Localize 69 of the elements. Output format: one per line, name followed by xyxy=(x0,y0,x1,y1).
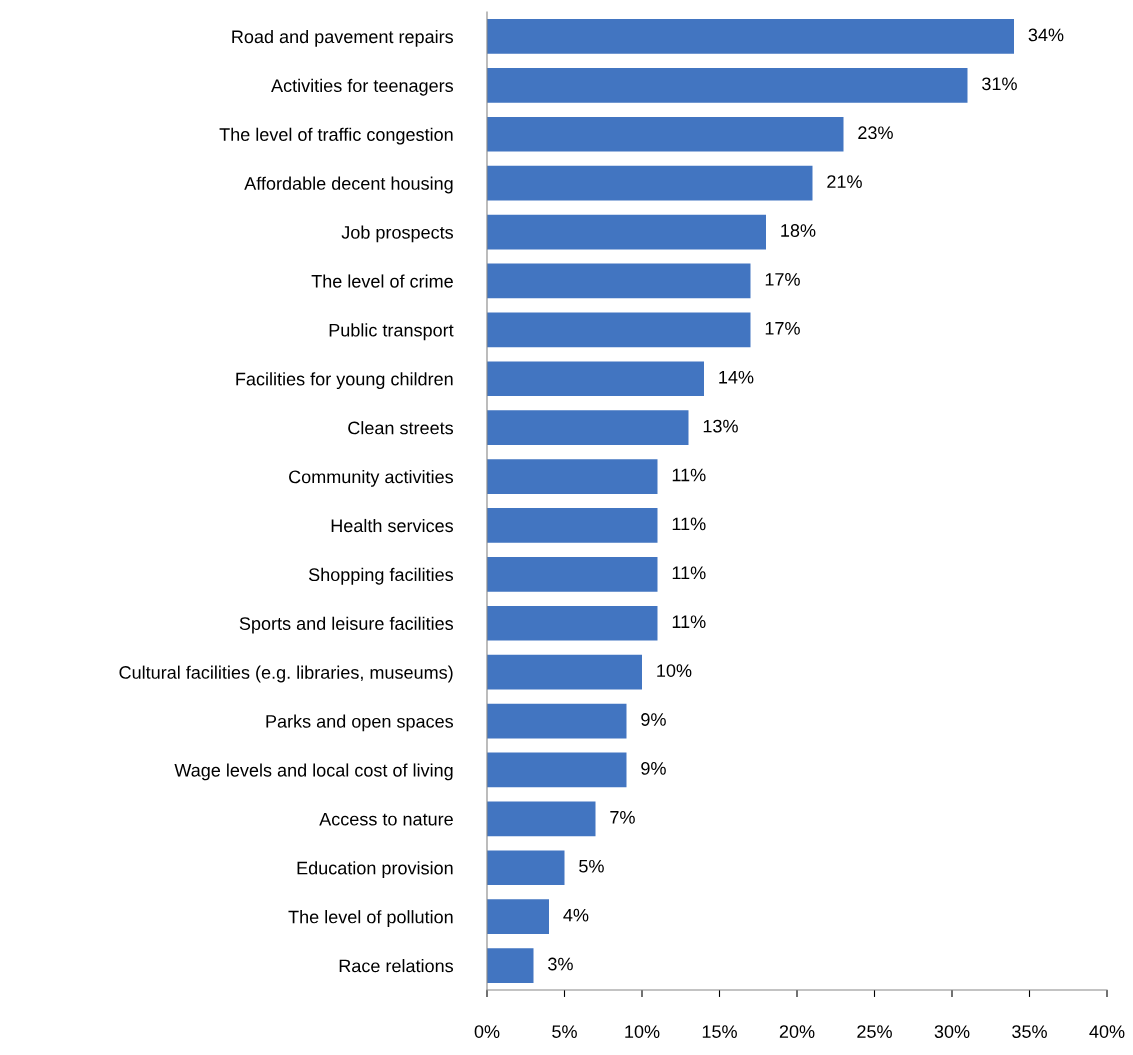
x-tick-label: 5% xyxy=(552,1025,577,1038)
y-tick-label: Clean streets xyxy=(348,421,454,435)
x-tick-label: 15% xyxy=(702,1025,737,1038)
bar xyxy=(487,948,534,983)
y-tick-label: Public transport xyxy=(329,323,454,341)
bar xyxy=(487,654,642,690)
bar xyxy=(487,263,751,299)
y-tick-label: The level of crime xyxy=(311,274,453,288)
bar xyxy=(487,19,1014,54)
bar xyxy=(487,214,766,250)
data-label: 18% xyxy=(781,224,816,237)
y-tick-label: Community activities xyxy=(289,470,454,487)
y-tick-label: Cultural facilities (e.g. libraries, museums) xyxy=(119,665,453,683)
x-tick-label: 30% xyxy=(934,1025,970,1038)
data-label: 34% xyxy=(1028,28,1064,42)
data-label: 21% xyxy=(827,175,862,188)
bar xyxy=(487,899,549,935)
x-tick-label: 40% xyxy=(1089,1025,1125,1038)
data-label: 11% xyxy=(672,517,706,531)
bar xyxy=(487,312,751,348)
data-label: 11% xyxy=(672,615,706,629)
y-tick-label: Race relations xyxy=(339,959,454,973)
data-label: 7% xyxy=(610,810,635,824)
x-tick-label: 25% xyxy=(857,1025,892,1038)
bar xyxy=(487,556,658,592)
data-label: 4% xyxy=(563,908,589,922)
bar xyxy=(487,801,596,837)
x-tick-label: 35% xyxy=(1012,1025,1047,1038)
y-tick-label: Facilities for young children xyxy=(236,372,453,390)
y-tick-label: Shopping facilities xyxy=(308,567,454,585)
y-tick-label: Education provision xyxy=(297,861,453,879)
x-tick-label: 20% xyxy=(779,1025,815,1038)
y-tick-label: Access to nature xyxy=(319,812,453,826)
data-label: 3% xyxy=(548,957,573,971)
data-label: 9% xyxy=(641,713,666,726)
bar xyxy=(487,410,689,446)
y-tick-label: Activities for teenagers xyxy=(271,78,454,96)
data-label: 23% xyxy=(858,126,893,140)
x-tick-label: 0% xyxy=(474,1025,500,1038)
y-tick-label: The level of pollution xyxy=(288,910,453,927)
y-tick-label: Sports and leisure facilities xyxy=(239,616,454,634)
bar xyxy=(487,605,658,641)
data-label: 9% xyxy=(641,762,666,775)
bar xyxy=(487,850,565,886)
y-tick-label: Wage levels and local cost of living xyxy=(174,763,453,781)
bar xyxy=(487,116,844,152)
y-tick-label: Affordable decent housing xyxy=(244,176,453,194)
y-tick-label: Health services xyxy=(331,518,454,533)
data-label: 11% xyxy=(672,468,706,482)
data-label: 17% xyxy=(765,321,800,335)
data-label: 31% xyxy=(982,77,1017,91)
data-label: 10% xyxy=(657,664,692,677)
y-tick-label: Parks and open spaces xyxy=(266,714,454,732)
data-label: 14% xyxy=(719,370,754,384)
bar xyxy=(487,703,627,739)
bar xyxy=(487,508,658,543)
data-label: 11% xyxy=(672,566,706,580)
bar xyxy=(487,165,813,201)
y-tick-label: The level of traffic congestion xyxy=(219,127,453,145)
data-label: 5% xyxy=(579,859,604,873)
bar xyxy=(487,67,968,103)
data-label: 17% xyxy=(765,273,800,286)
x-tick-label: 10% xyxy=(625,1025,660,1038)
bar xyxy=(487,361,704,397)
bar xyxy=(487,459,658,494)
bar xyxy=(487,752,627,788)
data-label: 13% xyxy=(703,419,738,433)
y-tick-label: Job prospects xyxy=(341,225,454,243)
y-tick-label: Road and pavement repairs xyxy=(232,29,454,47)
